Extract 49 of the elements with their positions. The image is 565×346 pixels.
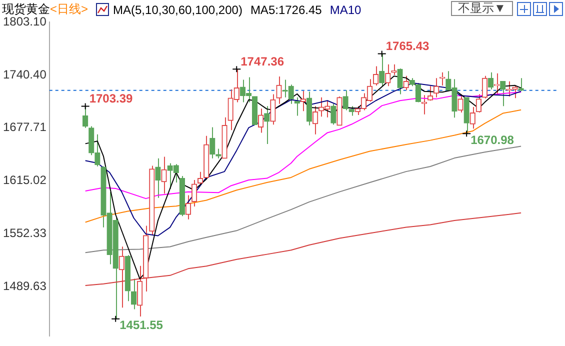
text: 1451.55 <box>120 318 163 332</box>
candlestick <box>210 126 216 159</box>
text: 不显示▼ <box>451 1 513 16</box>
candlestick <box>342 90 348 111</box>
candlestick <box>264 106 270 144</box>
text: MA(5,10,30,60,100,200) <box>113 2 242 16</box>
text: MA5:1726.45 <box>250 2 322 16</box>
candlestick <box>258 108 264 134</box>
candlestick <box>458 94 464 113</box>
candlestick <box>312 106 318 135</box>
candlestick <box>476 94 482 113</box>
candlestick <box>500 80 506 107</box>
text: MA10 <box>330 2 362 16</box>
candlestick <box>488 72 494 90</box>
candlestick <box>118 246 124 308</box>
text: 1747.36 <box>240 54 284 68</box>
candlestick <box>130 278 137 310</box>
candlestick <box>415 82 421 103</box>
y-tick-label: 1615.02 <box>2 173 47 188</box>
candlestick <box>155 158 161 198</box>
chart-subtitle: <日线> <box>50 1 88 18</box>
candlestick <box>197 171 204 185</box>
candlestick <box>403 75 409 91</box>
y-tick-label: 1677.71 <box>2 120 47 134</box>
candlestick <box>330 103 336 126</box>
candlestick <box>494 72 500 96</box>
candlestick <box>161 156 167 194</box>
text: 1670.98 <box>470 132 514 147</box>
candlestick <box>470 106 476 130</box>
text: 1703.39 <box>89 92 133 106</box>
candlestick <box>185 194 192 220</box>
candlestick <box>270 94 276 126</box>
candlestick <box>397 68 403 95</box>
candlestick <box>482 75 488 99</box>
candlestick <box>433 78 440 98</box>
candlestick <box>427 86 434 102</box>
candlestick <box>276 76 282 104</box>
candlestick <box>191 180 198 208</box>
y-tick-label: 1552.33 <box>2 226 47 240</box>
y-tick-label: 1489.63 <box>2 279 47 294</box>
candlestick <box>372 66 379 86</box>
y-tick-label: 1740.40 <box>2 67 47 82</box>
chart-title: 现货黄金 <box>2 1 50 17</box>
text: 1765.43 <box>386 39 430 54</box>
candlestick <box>300 90 306 112</box>
candlestick <box>306 91 312 126</box>
y-tick-label: 1803.10 <box>2 14 47 28</box>
candlestick <box>385 64 391 87</box>
candlestick <box>136 265 143 318</box>
